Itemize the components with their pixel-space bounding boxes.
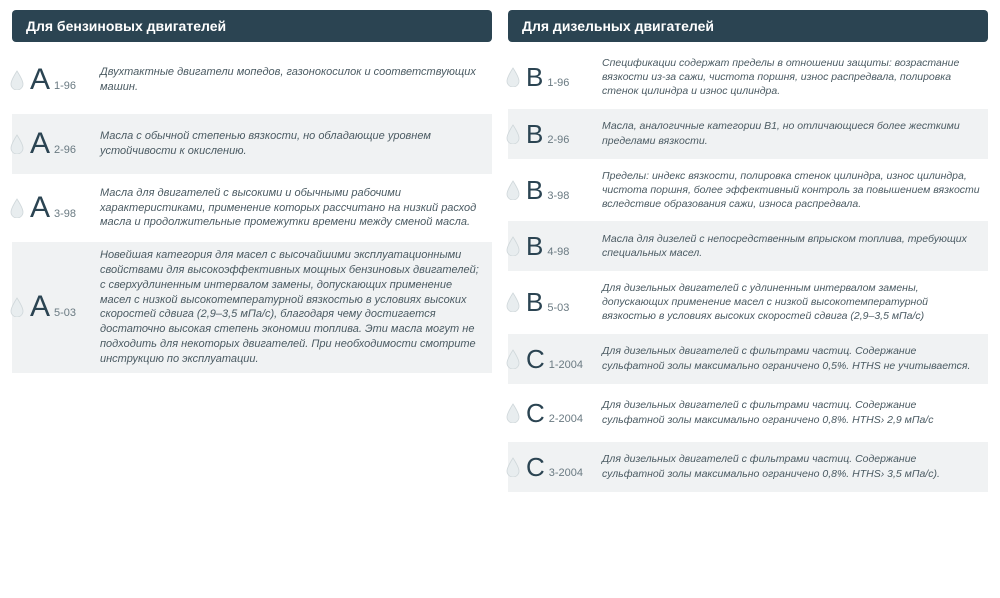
category-sub: 3-98: [54, 208, 76, 220]
spec-code: А 2-96: [12, 123, 96, 165]
category-sub: 1-96: [54, 80, 76, 92]
category-sub: 3-98: [547, 190, 569, 202]
spec-code: В 1-96: [508, 58, 598, 96]
spec-code: В 3-98: [508, 171, 598, 209]
category-sub: 2-2004: [549, 413, 583, 425]
drop-icon: [506, 457, 520, 477]
category-letter: В: [526, 177, 543, 203]
spec-code: С 2-2004: [508, 394, 598, 432]
category-letter: С: [526, 346, 545, 372]
category-letter: С: [526, 454, 545, 480]
spec-description: Пределы: индекс вязкости, полировка стен…: [598, 163, 988, 218]
spec-code: А 1-96: [12, 59, 96, 101]
spec-description: Для дизельных двигателей с фильтрами час…: [598, 338, 988, 378]
spec-code: А 3-98: [12, 187, 96, 229]
category-sub: 1-96: [547, 77, 569, 89]
drop-icon: [506, 124, 520, 144]
gasoline-column: Для бензиновых двигателей А 1-96 Двухтактн…: [12, 10, 492, 496]
spec-row: В 5-03 Для дизельных двигателей с удлиненн…: [508, 275, 988, 330]
category-letter: В: [526, 121, 543, 147]
drop-icon: [10, 70, 24, 90]
spec-row: А 2-96 Масла с обычной степенью вязкости, …: [12, 114, 492, 174]
drop-icon: [10, 134, 24, 154]
drop-icon: [506, 349, 520, 369]
category-letter: А: [30, 129, 50, 159]
spec-code: А 5-03: [12, 286, 96, 328]
category-letter: В: [526, 233, 543, 259]
spec-row: В 3-98 Пределы: индекс вязкости, полировка…: [508, 163, 988, 218]
spec-description: Новейшая категория для масел с высочайши…: [96, 242, 492, 373]
spec-row: С 2-2004 Для дизельных двигателей с фильтр…: [508, 388, 988, 438]
category-letter: А: [30, 292, 50, 322]
spec-row: С 1-2004 Для дизельных двигателей с фильтр…: [508, 334, 988, 384]
drop-icon: [506, 236, 520, 256]
category-letter: С: [526, 400, 545, 426]
category-sub: 5-03: [54, 307, 76, 319]
drop-icon: [506, 180, 520, 200]
spec-description: Для дизельных двигателей с фильтрами час…: [598, 446, 988, 486]
diesel-rows: В 1-96 Спецификации содержат пределы в отн…: [508, 50, 988, 492]
drop-icon: [506, 292, 520, 312]
category-sub: 1-2004: [549, 359, 583, 371]
category-letter: А: [30, 193, 50, 223]
spec-description: Спецификации содержат пределы в отношени…: [598, 50, 988, 105]
category-sub: 5-03: [547, 302, 569, 314]
gasoline-rows: А 1-96 Двухтактные двигатели мопедов, газо…: [12, 50, 492, 373]
drop-icon: [10, 198, 24, 218]
spec-code: С 1-2004: [508, 340, 598, 378]
spec-description: Масла, аналогичные категории В1, но отли…: [598, 113, 988, 153]
spec-code: В 5-03: [508, 283, 598, 321]
category-letter: В: [526, 64, 543, 90]
drop-icon: [10, 297, 24, 317]
category-sub: 4-98: [547, 246, 569, 258]
drop-icon: [506, 67, 520, 87]
drop-icon: [506, 403, 520, 423]
category-sub: 2-96: [547, 134, 569, 146]
spec-row: В 2-96 Масла, аналогичные категории В1, но…: [508, 109, 988, 159]
diesel-column: Для дизельных двигателей В 1-96 Спецификац…: [508, 10, 988, 496]
spec-description: Масла для дизелей с непосредственным впр…: [598, 226, 988, 266]
spec-row: В 4-98 Масла для дизелей с непосредственны…: [508, 221, 988, 271]
diesel-header: Для дизельных двигателей: [508, 10, 988, 42]
spec-row: А 3-98 Масла для двигателей с высокими и о…: [12, 178, 492, 238]
oil-spec-columns: Для бензиновых двигателей А 1-96 Двухтактн…: [12, 10, 988, 496]
gasoline-header: Для бензиновых двигателей: [12, 10, 492, 42]
spec-description: Масла с обычной степенью вязкости, но об…: [96, 123, 492, 165]
spec-description: Для дизельных двигателей с фильтрами час…: [598, 392, 988, 432]
category-letter: В: [526, 289, 543, 315]
category-sub: 2-96: [54, 144, 76, 156]
spec-description: Масла для двигателей с высокими и обычны…: [96, 180, 492, 237]
spec-row: А 1-96 Двухтактные двигатели мопедов, газо…: [12, 50, 492, 110]
spec-row: А 5-03 Новейшая категория для масел с высо…: [12, 242, 492, 373]
spec-code: С 3-2004: [508, 448, 598, 486]
category-letter: А: [30, 65, 50, 95]
spec-description: Двухтактные двигатели мопедов, газонокос…: [96, 59, 492, 101]
spec-code: В 2-96: [508, 115, 598, 153]
category-sub: 3-2004: [549, 467, 583, 479]
spec-row: В 1-96 Спецификации содержат пределы в отн…: [508, 50, 988, 105]
spec-description: Для дизельных двигателей с удлиненным ин…: [598, 275, 988, 330]
spec-code: В 4-98: [508, 227, 598, 265]
spec-row: С 3-2004 Для дизельных двигателей с фильтр…: [508, 442, 988, 492]
